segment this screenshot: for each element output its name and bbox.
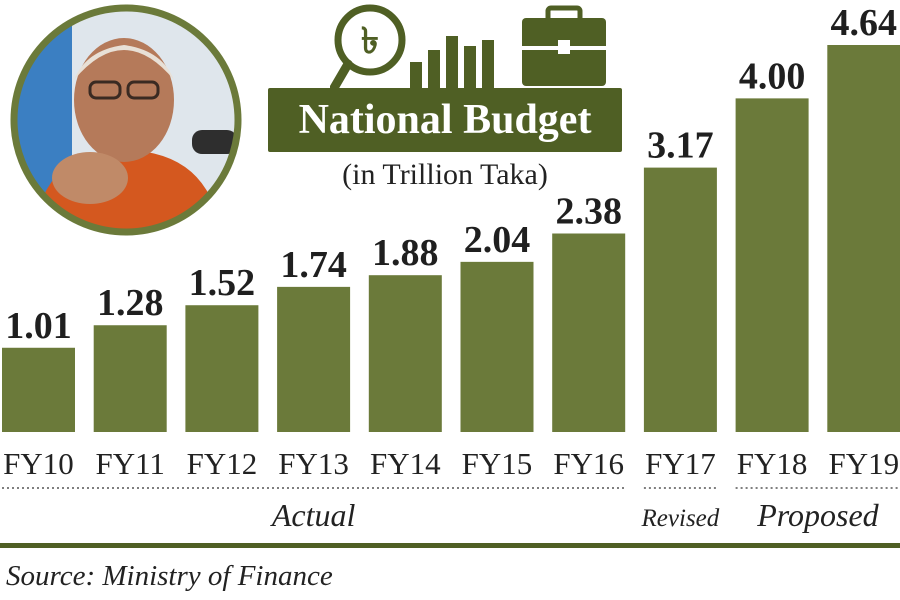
- bar-fy15: [460, 261, 534, 432]
- bar-fy16: [552, 233, 626, 432]
- category-label-fy11: FY11: [95, 446, 164, 481]
- bar-fy19: [827, 45, 900, 432]
- category-label-fy17: FY17: [645, 446, 716, 481]
- bar-fy14: [368, 275, 442, 432]
- category-label-fy19: FY19: [828, 446, 899, 481]
- category-label-fy16: FY16: [553, 446, 624, 481]
- group-label-proposed: Proposed: [756, 497, 879, 533]
- category-label-fy13: FY13: [278, 446, 349, 481]
- value-label-fy12: 1.52: [189, 262, 256, 304]
- portrait-photo: [10, 4, 242, 236]
- magnifier-icon: [330, 4, 406, 93]
- title-banner: [268, 88, 622, 152]
- value-label-fy18: 4.00: [739, 55, 806, 97]
- value-label-fy10: 1.01: [5, 305, 72, 347]
- bar-fy17: [643, 167, 717, 433]
- category-label-fy18: FY18: [737, 446, 808, 481]
- chart-title: National Budget: [298, 97, 592, 143]
- category-label-fy15: FY15: [462, 446, 533, 481]
- category-label-fy14: FY14: [370, 446, 441, 481]
- value-label-fy16: 2.38: [555, 190, 622, 232]
- briefcase-icon: [522, 5, 606, 86]
- category-label-fy10: FY10: [3, 446, 74, 481]
- category-label-fy12: FY12: [187, 446, 258, 481]
- value-label-fy14: 1.88: [372, 232, 439, 274]
- bar-fy13: [277, 286, 351, 432]
- bar-fy18: [735, 98, 809, 433]
- chart-subtitle: (in Trillion Taka): [342, 158, 548, 191]
- value-label-fy15: 2.04: [464, 219, 531, 261]
- bar-fy11: [93, 325, 167, 432]
- group-label-revised: Revised: [641, 505, 720, 532]
- bar-chart-icon: [410, 36, 494, 90]
- bar-fy12: [185, 305, 259, 432]
- value-label-fy19: 4.64: [831, 2, 898, 44]
- bar-fy10: [2, 347, 75, 432]
- header-icons: ৳: [330, 4, 606, 93]
- taka-icon: ৳: [361, 21, 379, 62]
- source-note: Source: Ministry of Finance: [6, 560, 333, 592]
- value-label-fy17: 3.17: [647, 125, 714, 167]
- value-label-fy13: 1.74: [280, 244, 347, 286]
- value-label-fy11: 1.28: [97, 282, 164, 324]
- group-label-actual: Actual: [270, 497, 356, 533]
- footer-rule: [0, 543, 900, 548]
